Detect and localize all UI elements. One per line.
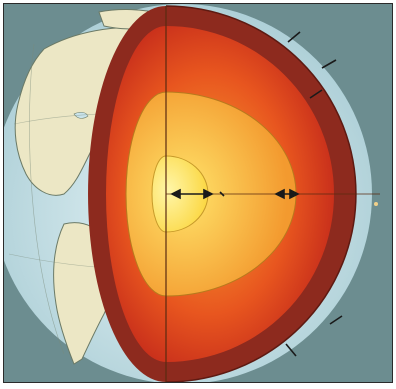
arrow-inner-core-boundary-icon xyxy=(170,188,214,200)
caption xyxy=(0,383,396,389)
earth-cross-section xyxy=(4,4,392,382)
edge-highlight xyxy=(374,202,378,206)
cutaway-layers xyxy=(88,5,380,382)
diagram-frame xyxy=(3,3,393,383)
arrow-outer-core-boundary-icon xyxy=(274,188,300,200)
boundary-markers xyxy=(170,31,343,357)
tick-crust-boundary-icon xyxy=(219,31,343,357)
